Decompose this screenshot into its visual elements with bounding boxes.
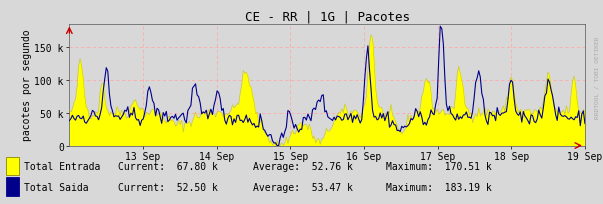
Text: Average:  52.76 k: Average: 52.76 k — [253, 161, 353, 171]
Y-axis label: pacotes por segundo: pacotes por segundo — [22, 30, 31, 141]
Text: Total Saida: Total Saida — [24, 182, 89, 192]
Text: Maximum:  170.51 k: Maximum: 170.51 k — [386, 161, 491, 171]
Text: Current:  52.50 k: Current: 52.50 k — [118, 182, 218, 192]
Text: Current:  67.80 k: Current: 67.80 k — [118, 161, 218, 171]
Text: RRDTOOL / TOBI OETIKER: RRDTOOL / TOBI OETIKER — [595, 37, 600, 119]
Text: Average:  53.47 k: Average: 53.47 k — [253, 182, 353, 192]
Text: Total Entrada: Total Entrada — [24, 161, 101, 171]
Title: CE - RR | 1G | Pacotes: CE - RR | 1G | Pacotes — [245, 10, 409, 23]
Text: Maximum:  183.19 k: Maximum: 183.19 k — [386, 182, 491, 192]
